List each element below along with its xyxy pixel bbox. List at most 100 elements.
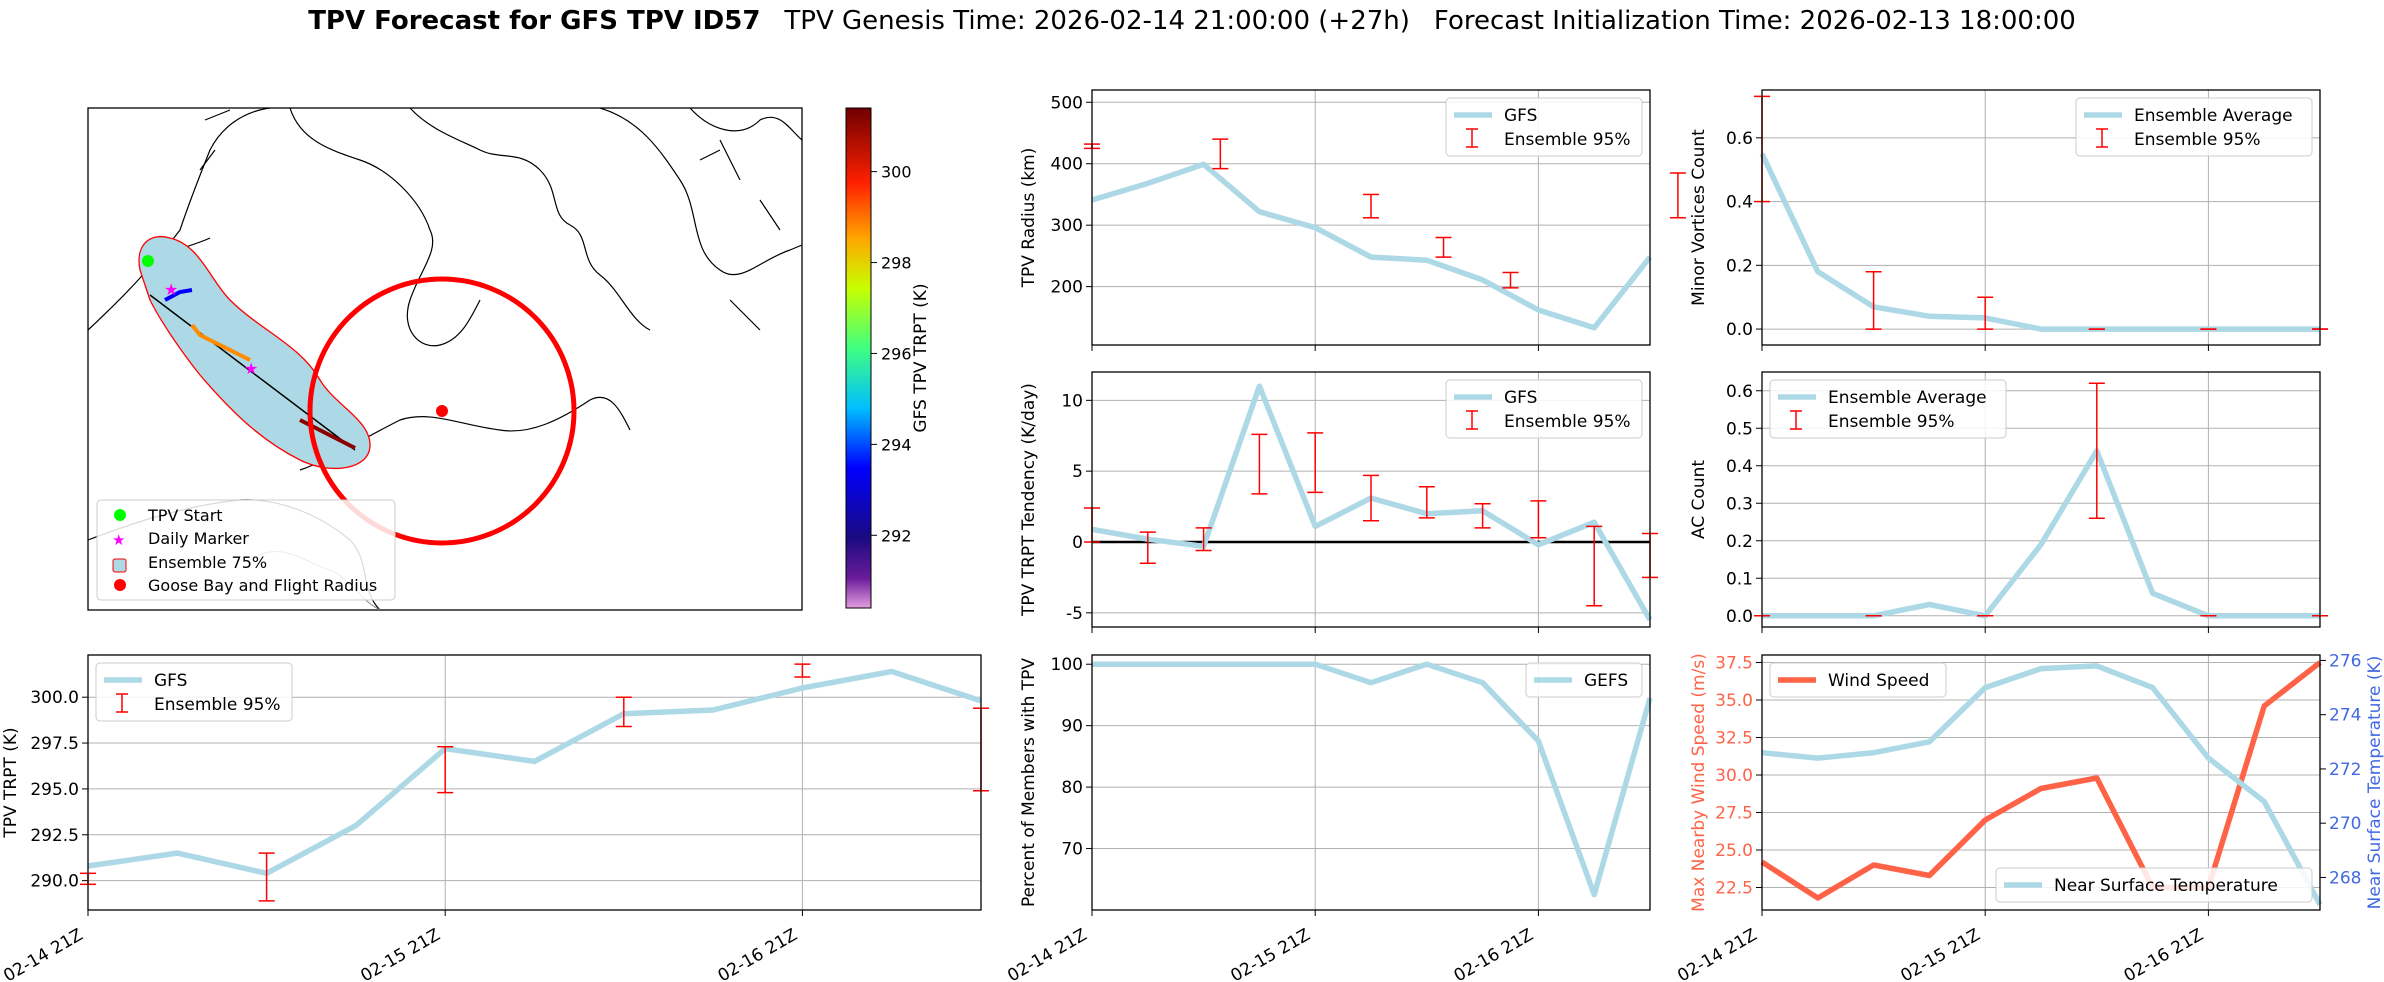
y-tick-label: 0.6 <box>1726 382 1753 402</box>
y-axis-label: TPV TRPT Tendency (K/day) <box>1019 383 1039 617</box>
track-segment-2 <box>190 323 251 362</box>
figure-title-bold: TPV Forecast for GFS TPV ID57 <box>308 6 761 36</box>
x-tick-label: 02-15 21Z <box>1227 925 1313 982</box>
legend-label: GFS <box>1504 106 1537 126</box>
x-tick-label: 02-14 21Z <box>0 925 86 982</box>
y-tick-label: 0 <box>1072 533 1083 553</box>
series-line-1 <box>1761 663 2323 906</box>
y-tick-label: 0.2 <box>1726 532 1753 552</box>
y-tick-label: 32.5 <box>1715 729 1753 749</box>
y-tick-label: 0.5 <box>1726 419 1753 439</box>
colorbar: 292 294 296 298 300 GFS TPV TRPT (K) <box>845 107 931 609</box>
map-legend: TPV Start ★ Daily Marker Ensemble 75% Go… <box>96 499 396 601</box>
y-tick-label: 292.5 <box>30 826 79 846</box>
y-tick-label: 0.6 <box>1726 129 1753 149</box>
y-tick-label: 30.0 <box>1715 766 1753 786</box>
plot-frame <box>1091 371 1651 628</box>
y-axis-label: Minor Vortices Count <box>1689 129 1709 306</box>
figure-title: TPV Forecast for GFS TPV ID57 TPV Genesis… <box>0 6 2384 36</box>
y-tick-label: 10 <box>1061 391 1083 411</box>
y-tick-label-right: 274 <box>2329 706 2361 726</box>
colorbar-gradient <box>845 107 872 609</box>
y-axis-label: AC Count <box>1689 460 1709 539</box>
colorbar-ticks: 292 294 296 298 300 <box>871 163 912 545</box>
series-line-0 <box>87 668 982 877</box>
series-line-0 <box>1092 661 1653 898</box>
legend-box <box>1525 662 1643 698</box>
map-legend-item: TPV Start <box>147 506 223 525</box>
y-tick-label: 295.0 <box>30 780 79 800</box>
y-tick-label: 35.0 <box>1715 691 1753 711</box>
legend-goosebay-icon <box>114 579 126 591</box>
legend-box <box>95 662 293 722</box>
legend-label: Ensemble Average <box>2134 106 2293 126</box>
colorbar-tick-label: 300 <box>881 163 912 182</box>
y-tick-label-right: 270 <box>2329 814 2361 834</box>
y-tick-label-right: 272 <box>2329 760 2361 780</box>
map-legend-item: Ensemble 75% <box>148 553 267 572</box>
y-tick-label-right: 268 <box>2329 868 2361 888</box>
x-tick-label: 02-16 21Z <box>715 925 801 982</box>
x-tick-label: 02-16 21Z <box>2121 925 2207 982</box>
map-legend-box <box>96 499 396 601</box>
map-legend-item: Daily Marker <box>148 529 249 548</box>
legend-label: Ensemble 95% <box>1504 412 1631 432</box>
map-legend-item: Goose Bay and Flight Radius <box>148 576 377 595</box>
y-tick-label: 0.3 <box>1726 494 1753 514</box>
legend-box <box>1769 662 1947 698</box>
plot-frame <box>1091 89 1651 346</box>
panel-tendency: -5 0 5 10 TPV TRPT Tendency (K/day) GFS Ensemb… <box>1019 371 1658 633</box>
flight-radius-circle <box>307 276 577 546</box>
series-line-0 <box>1759 152 2320 332</box>
series-line-0 <box>1762 448 2320 619</box>
y-tick-label: 297.5 <box>30 734 79 754</box>
legend-label: Ensemble 95% <box>2134 130 2261 150</box>
track-gfs-line <box>149 294 356 451</box>
series-line-0 <box>1760 660 2322 901</box>
y-axis-label: TPV TRPT (K) <box>1 727 21 838</box>
legend-box <box>1445 97 1643 157</box>
y-tick-label: 0.4 <box>1726 193 1753 213</box>
colorbar-label: GFS TPV TRPT (K) <box>911 283 931 432</box>
y-tick-label: 70 <box>1061 840 1083 860</box>
panel-members: 70 80 90 100 02-14 21Z 02-15 21Z 02-16 21Z Perc… <box>1004 654 1653 982</box>
legend-box <box>1445 379 1643 439</box>
legend-label: GFS <box>154 671 187 691</box>
colorbar-tick-label: 298 <box>881 254 912 273</box>
coastline-west <box>88 108 271 331</box>
coastline-labrador <box>409 108 651 331</box>
y-tick-label: 500 <box>1051 93 1083 113</box>
legend-label: GEFS <box>1584 671 1628 691</box>
colorbar-tick-label: 292 <box>881 526 912 545</box>
panel-ac: 0.0 0.1 0.2 0.3 0.4 0.5 0.6 AC Count Ensemble Av… <box>1689 371 2328 633</box>
series-line-0 <box>1091 161 1653 331</box>
plot-frame <box>1761 89 2321 346</box>
y-tick-label-right: 276 <box>2329 651 2361 671</box>
y-axis-label: Max Nearby Wind Speed (m/s) <box>1689 653 1709 912</box>
goose-bay-marker <box>436 405 448 417</box>
y-tick-label: 100 <box>1051 655 1083 675</box>
legend-label: Ensemble 95% <box>1504 130 1631 150</box>
plot-frame <box>1761 371 2321 628</box>
y-tick-label: 0.0 <box>1726 320 1753 340</box>
x-tick-label: 02-16 21Z <box>1451 925 1537 982</box>
colorbar-tick-label: 294 <box>881 435 912 454</box>
coastline-islands <box>699 139 781 331</box>
y-tick-label: -5 <box>1066 604 1083 624</box>
coastline-hudson <box>289 108 481 347</box>
y-tick-label: 27.5 <box>1715 804 1753 824</box>
legend-label: GFS <box>1504 388 1537 408</box>
legend-box <box>1769 379 2007 439</box>
legend-start-icon <box>114 509 126 521</box>
y-tick-label: 300.0 <box>30 688 79 708</box>
legend-label: Wind Speed <box>1828 671 1929 691</box>
legend-box <box>2075 97 2313 157</box>
x-tick-label: 02-15 21Z <box>357 925 443 982</box>
y-tick-label: 300 <box>1051 216 1083 236</box>
legend-label: Near Surface Temperature <box>2054 876 2278 896</box>
y-tick-label: 22.5 <box>1715 879 1753 899</box>
plot-frame <box>87 654 982 911</box>
genesis-time: TPV Genesis Time: 2026-02-14 21:00:00 (+… <box>784 6 1410 36</box>
legend-label: Ensemble 95% <box>154 695 281 715</box>
